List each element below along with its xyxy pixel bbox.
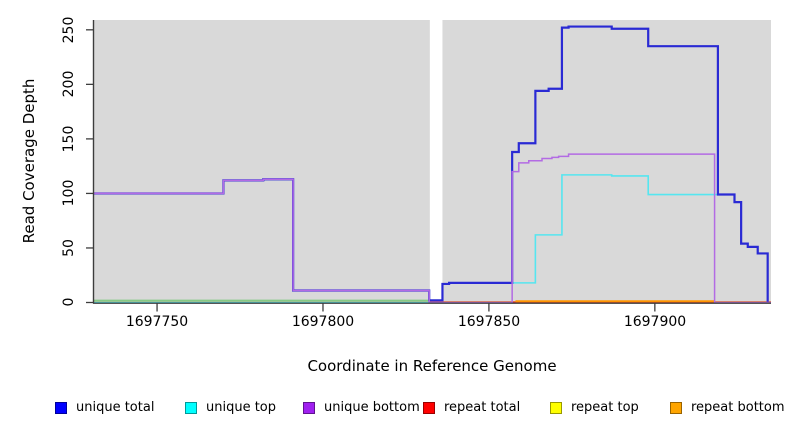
y-tick-label: 100 — [61, 179, 77, 207]
y-tick-label: 0 — [61, 297, 77, 307]
legend-swatch-unique-total — [55, 401, 67, 414]
legend-label: unique bottom — [324, 400, 420, 415]
series-line-unique-bottom — [94, 153, 771, 304]
y-tick-label: 150 — [61, 125, 77, 153]
legend-swatch-repeat-top — [550, 401, 562, 414]
legend-label: repeat total — [444, 400, 521, 415]
coverage-gap-band — [429, 20, 443, 303]
legend-swatch-unique-bottom — [303, 401, 315, 414]
y-tick-label: 200 — [61, 70, 77, 98]
y-tick-label: 250 — [61, 16, 77, 44]
legend-swatch-repeat-bottom — [670, 401, 682, 414]
legend-item-unique-top: unique top — [185, 400, 276, 415]
legend-label: unique total — [76, 400, 155, 415]
y-tick-label: 50 — [61, 239, 77, 257]
legend-label: unique top — [206, 400, 277, 415]
legend-label: repeat top — [571, 400, 639, 415]
legend-item-repeat-top: repeat top — [550, 400, 639, 415]
x-axis-title: Coordinate in Reference Genome — [307, 357, 557, 375]
legend-item-unique-bottom: unique bottom — [303, 400, 420, 415]
x-tick-label: 1697800 — [291, 314, 355, 330]
legend-swatch-repeat-total — [423, 401, 435, 414]
x-tick-label: 1697900 — [623, 314, 687, 330]
legend-swatch-unique-top — [185, 401, 197, 414]
y-axis-title: Read Coverage Depth — [20, 78, 38, 244]
legend-item-unique-total: unique total — [55, 400, 154, 415]
legend-label: repeat bottom — [691, 400, 785, 415]
legend-item-repeat-total: repeat total — [423, 400, 520, 415]
x-tick-label: 1697850 — [457, 314, 521, 330]
legend-item-repeat-bottom: repeat bottom — [670, 400, 785, 415]
x-tick-label: 1697750 — [125, 314, 189, 330]
